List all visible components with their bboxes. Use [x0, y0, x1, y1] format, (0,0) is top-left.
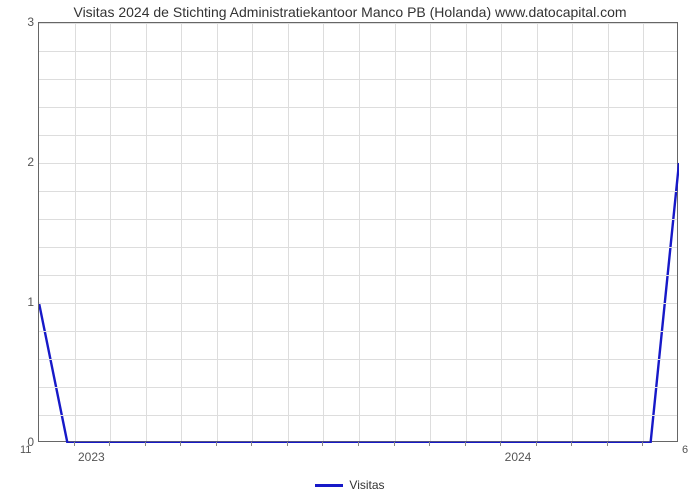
legend: Visitas — [0, 478, 700, 492]
x-axis-minor-tick — [251, 442, 252, 446]
x-axis-minor-tick — [465, 442, 466, 446]
gridline-vertical — [110, 23, 111, 441]
x-axis-minor-tick — [322, 442, 323, 446]
x-axis-minor-tick — [287, 442, 288, 446]
gridline-vertical — [288, 23, 289, 441]
x-axis-minor-tick — [607, 442, 608, 446]
outside-label-left: 11 — [20, 444, 31, 456]
gridline-horizontal-minor — [39, 359, 677, 360]
x-axis-tick-label: 2024 — [505, 450, 532, 464]
gridline-horizontal-minor — [39, 247, 677, 248]
gridline-vertical — [430, 23, 431, 441]
x-axis-minor-tick — [145, 442, 146, 446]
gridline-vertical — [146, 23, 147, 441]
gridline-horizontal — [39, 163, 677, 164]
x-axis-minor-tick — [536, 442, 537, 446]
gridline-horizontal-minor — [39, 331, 677, 332]
gridline-vertical — [217, 23, 218, 441]
x-axis-minor-tick — [571, 442, 572, 446]
x-axis-tick-label: 2023 — [78, 450, 105, 464]
gridline-horizontal — [39, 303, 677, 304]
gridline-horizontal-minor — [39, 387, 677, 388]
x-axis-minor-tick — [429, 442, 430, 446]
x-axis-minor-tick — [109, 442, 110, 446]
gridline-vertical — [608, 23, 609, 441]
gridline-vertical — [359, 23, 360, 441]
gridline-vertical — [75, 23, 76, 441]
gridline-vertical — [537, 23, 538, 441]
x-axis-minor-tick — [394, 442, 395, 446]
y-axis-tick-label: 1 — [20, 295, 34, 309]
chart-container: Visitas 2024 de Stichting Administratiek… — [0, 0, 700, 500]
x-axis-minor-tick — [180, 442, 181, 446]
gridline-horizontal-minor — [39, 219, 677, 220]
gridline-horizontal — [39, 23, 677, 24]
x-axis-minor-tick — [358, 442, 359, 446]
gridline-horizontal-minor — [39, 415, 677, 416]
gridline-vertical — [395, 23, 396, 441]
y-axis-tick-label: 2 — [20, 155, 34, 169]
outside-label-right: 6 — [682, 444, 688, 456]
x-axis-minor-tick — [642, 442, 643, 446]
gridline-horizontal-minor — [39, 79, 677, 80]
plot-area — [38, 22, 678, 442]
legend-label: Visitas — [349, 478, 384, 492]
gridline-horizontal-minor — [39, 191, 677, 192]
x-axis-minor-tick — [216, 442, 217, 446]
gridline-vertical — [643, 23, 644, 441]
x-axis-minor-tick — [500, 442, 501, 446]
gridline-horizontal-minor — [39, 107, 677, 108]
y-axis-tick-label: 3 — [20, 15, 34, 29]
gridline-vertical — [181, 23, 182, 441]
gridline-vertical — [501, 23, 502, 441]
gridline-horizontal-minor — [39, 275, 677, 276]
gridline-vertical — [466, 23, 467, 441]
gridline-vertical — [572, 23, 573, 441]
gridline-horizontal-minor — [39, 51, 677, 52]
gridline-vertical — [323, 23, 324, 441]
chart-title: Visitas 2024 de Stichting Administratiek… — [0, 4, 700, 20]
gridline-horizontal-minor — [39, 135, 677, 136]
gridline-vertical — [252, 23, 253, 441]
legend-swatch — [315, 484, 343, 487]
x-axis-minor-tick — [74, 442, 75, 446]
